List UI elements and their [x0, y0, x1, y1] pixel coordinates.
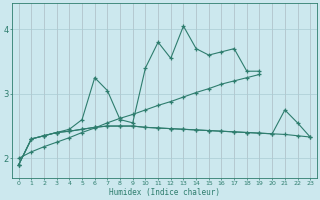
X-axis label: Humidex (Indice chaleur): Humidex (Indice chaleur) [109, 188, 220, 197]
